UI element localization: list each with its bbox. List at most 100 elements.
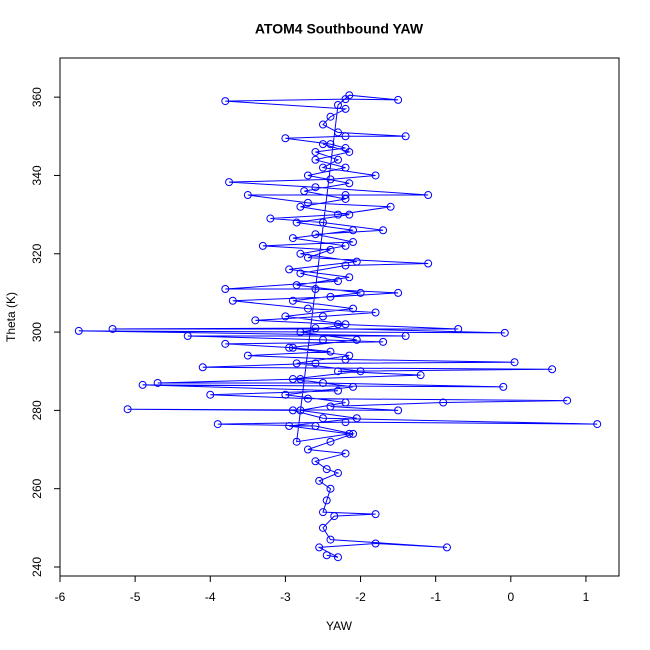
x-tick-label: -4	[205, 590, 216, 604]
point	[416, 371, 425, 380]
point	[221, 339, 230, 348]
x-tick-label: -6	[55, 590, 66, 604]
point	[281, 390, 290, 399]
point	[341, 320, 350, 329]
point	[318, 378, 327, 387]
point	[318, 312, 327, 321]
point	[221, 97, 230, 106]
point	[345, 210, 354, 219]
point	[333, 469, 342, 478]
point	[322, 465, 331, 474]
point	[424, 191, 433, 200]
point	[311, 155, 320, 164]
series-line	[78, 94, 598, 558]
point	[345, 351, 354, 360]
point	[123, 405, 132, 414]
x-tick-label: -5	[130, 590, 141, 604]
point	[296, 375, 305, 384]
point	[315, 476, 324, 485]
point	[311, 285, 320, 294]
point	[288, 296, 297, 305]
point	[296, 249, 305, 258]
point	[349, 238, 358, 247]
point	[300, 187, 309, 196]
x-tick-label: -3	[280, 590, 291, 604]
point	[499, 382, 508, 391]
point	[326, 140, 335, 149]
y-tick-label: 360	[30, 87, 44, 107]
point	[341, 191, 350, 200]
point	[326, 347, 335, 356]
point	[341, 194, 350, 203]
y-axis-label: Theta (K)	[4, 292, 18, 342]
point	[318, 508, 327, 517]
point	[326, 245, 335, 254]
point	[322, 551, 331, 560]
x-tick-label: -1	[430, 590, 441, 604]
point	[326, 292, 335, 301]
point	[510, 358, 519, 367]
point	[330, 512, 339, 521]
point	[394, 406, 403, 415]
point	[333, 553, 342, 562]
point	[593, 420, 602, 429]
point	[318, 120, 327, 129]
point	[243, 351, 252, 360]
point	[371, 510, 380, 519]
point	[401, 331, 410, 340]
point	[198, 363, 207, 372]
point	[296, 202, 305, 211]
point	[303, 198, 312, 207]
point	[352, 335, 361, 344]
point	[371, 308, 380, 317]
point	[251, 316, 260, 325]
point	[288, 406, 297, 415]
point	[303, 253, 312, 262]
point	[311, 422, 320, 431]
point	[326, 112, 335, 121]
y-tick-label: 260	[30, 478, 44, 498]
point	[352, 257, 361, 266]
point	[333, 320, 342, 329]
point	[74, 326, 83, 335]
point	[454, 324, 463, 333]
point	[563, 396, 572, 405]
point	[341, 261, 350, 270]
y-tick-label: 320	[30, 243, 44, 263]
y-tick-label: 240	[30, 557, 44, 577]
point	[311, 324, 320, 333]
point	[281, 134, 290, 143]
point	[333, 210, 342, 219]
point	[345, 91, 354, 100]
point	[333, 367, 342, 376]
point	[345, 273, 354, 282]
point	[500, 328, 509, 337]
point	[424, 259, 433, 268]
point	[292, 437, 301, 446]
point	[349, 304, 358, 313]
x-tick-label: 0	[507, 590, 514, 604]
point	[258, 241, 267, 250]
point	[345, 429, 354, 438]
point	[349, 226, 358, 235]
point	[349, 429, 358, 438]
point	[228, 296, 237, 305]
point	[401, 132, 410, 141]
point	[379, 226, 388, 235]
point	[285, 265, 294, 274]
point	[318, 414, 327, 423]
point	[183, 331, 192, 340]
chart-title: ATOM4 Southbound YAW	[255, 21, 424, 37]
point	[548, 365, 557, 374]
x-axis-label: YAW	[326, 619, 353, 633]
point	[315, 543, 324, 552]
point	[333, 155, 342, 164]
point	[292, 218, 301, 227]
point	[341, 418, 350, 427]
point	[352, 414, 361, 423]
y-tick-label: 340	[30, 165, 44, 185]
point	[318, 335, 327, 344]
point	[442, 543, 451, 552]
